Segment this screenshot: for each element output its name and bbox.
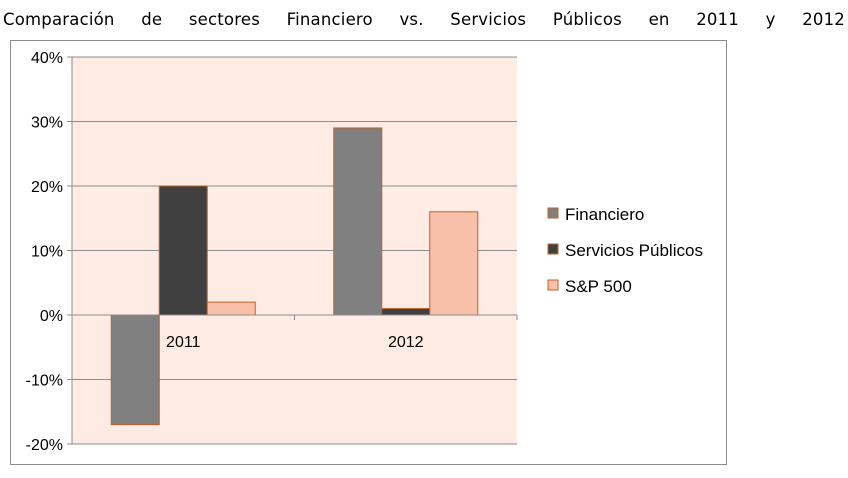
y-tick-label: 40% [31,50,63,67]
bar-s-p-500-2012 [429,211,479,316]
bar-servicios-p-blicos-2011 [158,185,208,316]
y-tick-label: 0% [40,308,63,325]
legend-swatch [547,279,559,291]
bar-s-p-500-2011 [206,301,256,316]
x-tick-label: 2012 [388,334,424,351]
y-tick-label: -10% [26,373,63,390]
bar-financiero-2012 [333,127,383,316]
legend-swatch [547,207,559,219]
legend: Financiero Servicios Públicos S&P 500 [547,205,703,296]
legend-label: Financiero [565,205,644,224]
y-tick-label: 20% [31,179,63,196]
y-tick-label: -20% [26,437,63,454]
x-tick-label: 2011 [166,334,201,351]
bar-servicios-p-blicos-2012 [381,308,431,316]
y-tick-label: 10% [31,244,63,261]
chart-title: Comparación de sectores Financiero vs. S… [3,10,845,29]
legend-label: Servicios Públicos [565,241,703,260]
y-tick-label: 30% [31,115,63,132]
bar-financiero-2011 [110,314,160,426]
legend-label: S&P 500 [565,277,632,296]
legend-swatch [547,243,559,255]
